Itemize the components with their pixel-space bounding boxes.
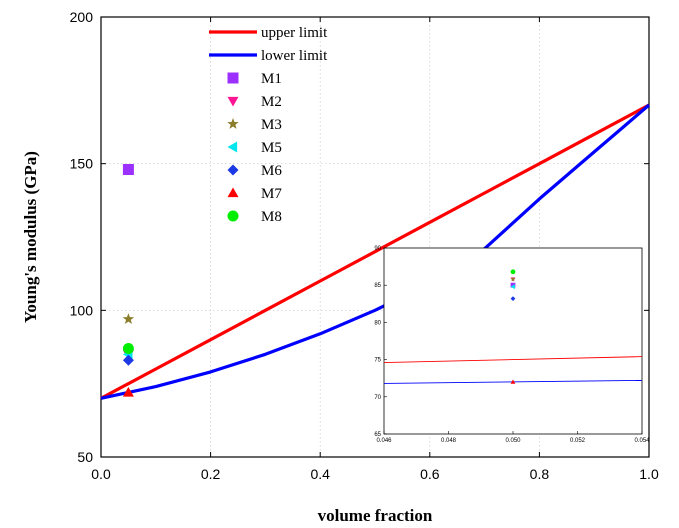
legend-item-m2: M2 xyxy=(227,94,282,110)
data-point-m7 xyxy=(122,386,134,397)
inset-y-tick-label: 75 xyxy=(374,358,381,364)
inset-x-tick-label: 0.046 xyxy=(376,438,392,444)
inset-series-layer xyxy=(383,269,643,384)
legend-swatch xyxy=(227,187,239,198)
legend-label: M8 xyxy=(261,209,282,225)
data-point-m3 xyxy=(122,313,135,325)
legend-swatch xyxy=(227,141,238,153)
inset-x-tick-label: 0.050 xyxy=(505,438,521,444)
legend-item-m1: M1 xyxy=(227,71,282,87)
inset-y-tick-label: 70 xyxy=(374,395,381,401)
inset-x-tick-label: 0.048 xyxy=(441,438,457,444)
y-tick-label: 50 xyxy=(77,449,93,465)
inset-series-line-upper-limit xyxy=(383,356,643,364)
x-tick-label: 0.0 xyxy=(91,466,111,482)
legend-swatch xyxy=(227,117,239,129)
legend-label: M2 xyxy=(261,94,282,110)
inset-chart: 0.046 0.048 0.050 0.052 0.054 65 70 75 80 85 90 xyxy=(374,246,650,444)
x-tick-label: 1.0 xyxy=(639,466,659,482)
inset-y-tick-label: 90 xyxy=(374,246,381,252)
legend-item-m3: M3 xyxy=(227,117,282,133)
legend-swatch xyxy=(227,96,239,107)
inset-y-tick-label: 80 xyxy=(374,320,381,326)
legend-label: lower limit xyxy=(261,48,328,64)
data-point-m6 xyxy=(122,354,134,366)
y-tick-label: 150 xyxy=(70,156,94,172)
main-plot-frame xyxy=(100,16,650,458)
inset-data-point-m5 xyxy=(510,284,515,290)
inset-data-point-m3 xyxy=(510,276,516,282)
inset-axis-ticks: 0.046 0.048 0.050 0.052 0.054 65 70 75 80 85 90 xyxy=(374,246,650,444)
inset-x-tick-label: 0.052 xyxy=(570,438,586,444)
inset-y-tick-label: 85 xyxy=(374,283,381,289)
y-tick-label: 100 xyxy=(70,302,94,318)
legend: upper limit lower limit M1 M2 M3 M5 M6 M7 M8 xyxy=(209,25,328,225)
y-tick-label: 200 xyxy=(70,9,94,25)
legend-item-m5: M5 xyxy=(227,140,282,156)
y-axis-title: Young's modulus (GPa) xyxy=(21,151,40,323)
inset-x-tick-label: 0.054 xyxy=(634,438,650,444)
legend-label: M3 xyxy=(261,117,282,133)
legend-label: M7 xyxy=(261,186,282,202)
legend-label: upper limit xyxy=(261,25,328,41)
legend-swatch xyxy=(227,72,239,84)
x-tick-label: 0.6 xyxy=(420,466,440,482)
legend-item-m6: M6 xyxy=(227,163,282,179)
legend-item-upper-limit: upper limit xyxy=(209,25,328,41)
x-tick-label: 0.2 xyxy=(201,466,221,482)
inset-y-tick-label: 65 xyxy=(374,432,381,438)
x-tick-label: 0.4 xyxy=(310,466,330,482)
legend-label: M6 xyxy=(261,163,282,179)
data-point-m1 xyxy=(122,164,134,176)
legend-swatch xyxy=(227,210,239,222)
data-point-m8 xyxy=(122,342,134,354)
x-tick-label: 0.8 xyxy=(530,466,550,482)
legend-label: M1 xyxy=(261,71,282,87)
x-axis-title: volume fraction xyxy=(318,506,433,525)
legend-item-lower-limit: lower limit xyxy=(209,48,328,64)
series-line-upper-limit xyxy=(100,103,650,400)
inset-background xyxy=(383,247,643,435)
legend-item-m8: M8 xyxy=(227,209,282,225)
legend-label: M5 xyxy=(261,140,282,156)
inset-data-point-m8 xyxy=(510,269,516,275)
legend-item-m7: M7 xyxy=(227,186,282,202)
main-axis-ticks: 0.0 0.2 0.4 0.6 0.8 1.0 50 100 150 200 xyxy=(70,9,659,482)
inset-data-point-m7 xyxy=(510,379,516,384)
legend-swatch xyxy=(227,164,239,176)
inset-data-point-m6 xyxy=(510,296,516,301)
